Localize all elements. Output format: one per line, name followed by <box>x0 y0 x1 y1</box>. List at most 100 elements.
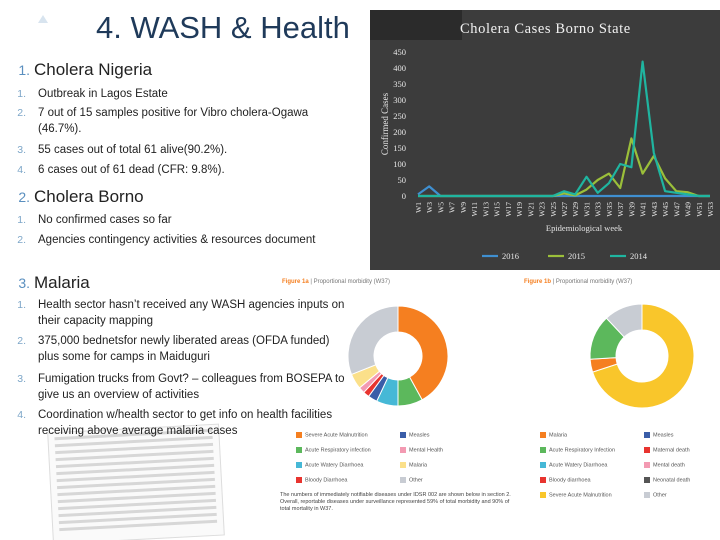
legend-item: Acute Respiratory Infection <box>540 447 615 453</box>
x-tick-label: W9 <box>459 202 468 213</box>
pie-b-slice-3 <box>605 303 643 338</box>
morbidity-figures: Figure 1a | Proportional morbidity (W37)… <box>0 272 720 540</box>
list-item: 4. 6 cases out of 61 dead (CFR: 9.8%). <box>17 163 350 179</box>
legend-item: Severe Acute Malnutrition <box>296 432 368 438</box>
legend-item: Other <box>400 477 423 483</box>
legend-item: Bloody diarrhoea <box>540 477 591 483</box>
x-tick-label: W21 <box>526 202 535 217</box>
legend-label: Other <box>653 492 667 499</box>
legend-swatch <box>540 492 546 498</box>
item-number: 1. <box>17 214 26 226</box>
legend-swatch <box>540 462 546 468</box>
legend-item: Maternal death <box>644 447 690 453</box>
item-number: 4. <box>17 164 26 176</box>
x-axis-label: Epidemiological week <box>546 223 623 233</box>
legend-swatch <box>400 432 406 438</box>
legend-label: Other <box>409 477 423 484</box>
legend-item: Severe Acute Malnutrition <box>540 492 612 498</box>
pie-charts <box>347 303 695 409</box>
x-tick-label: W3 <box>425 202 434 213</box>
series-line-2015 <box>418 137 710 198</box>
y-tick-label: 300 <box>393 95 406 105</box>
item-number: 3. <box>17 144 26 156</box>
x-tick-label: W33 <box>594 202 603 217</box>
legend-item: Bloody Diarrhoea <box>296 477 348 483</box>
legend-item: Acute Watery Diarrhoea <box>540 462 608 468</box>
y-tick-label: 400 <box>393 63 406 73</box>
legend-item: Other <box>644 492 667 498</box>
chart-header-strip <box>370 10 462 40</box>
figure-1b-title: Figure 1b | Proportional morbidity (W37) <box>524 279 632 285</box>
list-item: 1. Outbreak in Lagos Estate <box>17 87 350 103</box>
y-tick-label: 450 <box>393 47 406 57</box>
section-heading-cholera-borno: 2. Cholera Borno <box>0 187 143 207</box>
item-number: 1. <box>17 88 26 100</box>
y-tick-label: 150 <box>393 143 406 153</box>
legend-item: Measles <box>644 432 673 438</box>
legend-swatch <box>540 432 546 438</box>
legend-swatch <box>644 477 650 483</box>
x-tick-label: W49 <box>684 202 693 217</box>
x-tick-label: W43 <box>650 202 659 217</box>
legend-label-2014: 2014 <box>630 251 648 261</box>
x-tick-label: W37 <box>616 202 625 217</box>
list-item: 1. No confirmed cases so far <box>17 213 350 229</box>
slide-title: 4. WASH & Health <box>96 10 350 45</box>
list-item: 3. 55 cases out of total 61 alive(90.2%). <box>17 143 350 159</box>
legend-label: Acute Respiratory infection <box>305 447 371 454</box>
legend-label: Mental death <box>653 462 685 469</box>
chart-title: Cholera Cases Borno State <box>460 21 631 37</box>
item-number: 3. <box>17 373 26 385</box>
x-tick-label: W35 <box>605 202 614 217</box>
section-heading-malaria: 3. Malaria <box>0 273 90 293</box>
legend-swatch <box>296 462 302 468</box>
x-tick-label: W53 <box>706 202 715 217</box>
cholera-chart-panel: Cholera Cases Borno State Confirmed Case… <box>370 10 720 270</box>
item-text: 7 out of 15 samples positive for Vibro c… <box>38 107 309 135</box>
x-tick-label: W13 <box>481 202 490 217</box>
y-tick-label: 200 <box>393 127 406 137</box>
x-tick-label: W47 <box>672 202 681 217</box>
legend-item: Malaria <box>400 462 427 468</box>
item-text: Health sector hasn’t received any WASH a… <box>38 299 345 327</box>
legend-label: Bloody diarrhoea <box>549 477 591 484</box>
legend-item: Mental death <box>644 462 685 468</box>
pie-a-slice-0 <box>397 305 449 401</box>
item-text: Outbreak in Lagos Estate <box>38 88 168 100</box>
legend-label: Acute Watery Diarrhoea <box>549 462 608 469</box>
x-tick-label: W5 <box>436 202 445 213</box>
legend-label: Severe Acute Malnutrition <box>549 492 612 499</box>
legend-label: Severe Acute Malnutrition <box>305 432 368 439</box>
list-item: 3. Fumigation trucks from Govt? – colleag… <box>17 372 350 403</box>
y-axis-label: Confirmed Cases <box>380 92 390 155</box>
figure-1a-caption: | Proportional morbidity (W37) <box>310 279 390 285</box>
list-item: 1. Health sector hasn’t received any WASH… <box>17 298 350 329</box>
legend-item: Measles <box>400 432 429 438</box>
item-number: 1. <box>17 299 26 311</box>
section-heading-cholera-nigeria: 1. Cholera Nigeria <box>0 60 152 80</box>
section-number: 1. <box>18 62 30 78</box>
figure-1a-label: Figure 1a <box>282 279 309 285</box>
legend-swatch <box>400 477 406 483</box>
x-tick-label: W27 <box>560 202 569 217</box>
legend-swatch <box>644 492 650 498</box>
item-number: 2. <box>17 335 26 347</box>
y-tick-label: 350 <box>393 79 406 89</box>
legend-item: Mental Health <box>400 447 443 453</box>
legend-swatch <box>400 447 406 453</box>
item-text: 375,000 bednetsfor newly liberated areas… <box>38 335 330 363</box>
figure-note: The numbers of immediately notifiable di… <box>280 492 511 512</box>
x-tick-label: W15 <box>493 202 502 217</box>
item-text: Fumigation trucks from Govt? – colleague… <box>38 373 345 401</box>
section-heading-text: Malaria <box>34 273 90 292</box>
legend-swatch <box>540 447 546 453</box>
section-number: 2. <box>18 189 30 205</box>
x-tick-label: W29 <box>571 202 580 217</box>
legend-swatch <box>400 462 406 468</box>
x-tick-label: W19 <box>515 202 524 217</box>
legend-label: Malaria <box>549 432 568 439</box>
decorative-arrow-icon <box>38 15 48 23</box>
legend-swatch <box>644 432 650 438</box>
legend-label: Measles <box>653 432 674 439</box>
legend-label-2015: 2015 <box>568 251 585 261</box>
